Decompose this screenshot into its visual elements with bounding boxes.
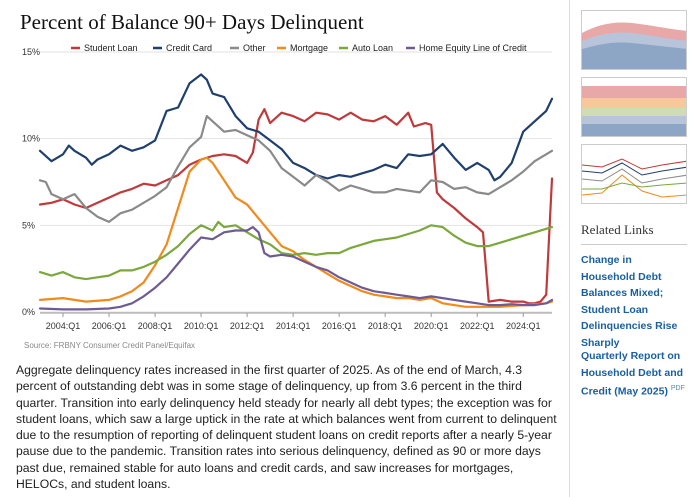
- x-tick-label: 2012:Q1: [230, 321, 265, 331]
- series-line-heloc: [38, 226, 554, 311]
- legend-label: Credit Card: [166, 43, 212, 53]
- sidebar: Related Links Change in Household Debt B…: [578, 0, 690, 497]
- page-title: Percent of Balance 90+ Days Delinquent: [20, 10, 364, 34]
- y-tick-label: 5%: [22, 220, 35, 230]
- delinquency-line-chart: 0% 5% 10% 15% 2004:Q1 2006:Q1 2008:Q1 2010:Q1 20…: [22, 43, 554, 331]
- related-link-debt-balances[interactable]: Change in Household Debt Balances Mixed;…: [581, 254, 678, 349]
- legend-label: Mortgage: [290, 43, 328, 53]
- series-line-student-loan: [38, 108, 554, 305]
- y-tick-label: 15%: [22, 47, 40, 57]
- related-link-label: Quarterly Report on Household Debt and C…: [581, 350, 684, 398]
- y-tick-label: 10%: [22, 134, 40, 144]
- x-tick-label: 2022:Q1: [460, 321, 495, 331]
- x-tick-label: 2004:Q1: [46, 321, 81, 331]
- series-line-auto-loan: [38, 220, 554, 281]
- x-tick-label: 2016:Q1: [322, 321, 357, 331]
- legend-label: Auto Loan: [352, 43, 393, 53]
- legend-label: Home Equity Line of Credit: [419, 43, 527, 53]
- legend-label: Student Loan: [84, 43, 138, 53]
- x-tick-label: 2006:Q1: [92, 321, 127, 331]
- related-links-heading: Related Links: [581, 222, 654, 237]
- x-tick-label: 2008:Q1: [138, 321, 173, 331]
- y-tick-label: 0%: [22, 307, 35, 317]
- x-tick-label: 2020:Q1: [414, 321, 449, 331]
- chart-source: Source: FRBNY Consumer Credit Panel/Equi…: [24, 341, 196, 350]
- summary-text: Aggregate delinquency rates increased in…: [16, 363, 557, 492]
- divider: [581, 244, 687, 245]
- x-tick-label: 2014:Q1: [276, 321, 311, 331]
- line-chart-icon: [582, 158, 686, 198]
- legend-label: Other: [243, 43, 266, 53]
- thumbnail-delinquency-chart[interactable]: [581, 144, 687, 204]
- stacked-area-icon: [582, 22, 686, 69]
- x-tick-label: 2010:Q1: [184, 321, 219, 331]
- main-panel: Percent of Balance 90+ Days Delinquent 0…: [16, 0, 570, 497]
- thumbnail-debt-balance-chart[interactable]: [581, 10, 687, 70]
- pdf-icon: PDF: [670, 385, 685, 392]
- series-line-credit-card: [38, 73, 554, 182]
- stacked-area-icon: [582, 86, 686, 136]
- series-line-other: [38, 114, 554, 223]
- x-tick-label: 2018:Q1: [368, 321, 403, 331]
- thumbnail-debt-composition-chart[interactable]: [581, 77, 687, 137]
- related-link-quarterly-report[interactable]: Quarterly Report on Household Debt and C…: [581, 348, 687, 400]
- x-tick-label: 2024:Q1: [506, 321, 541, 331]
